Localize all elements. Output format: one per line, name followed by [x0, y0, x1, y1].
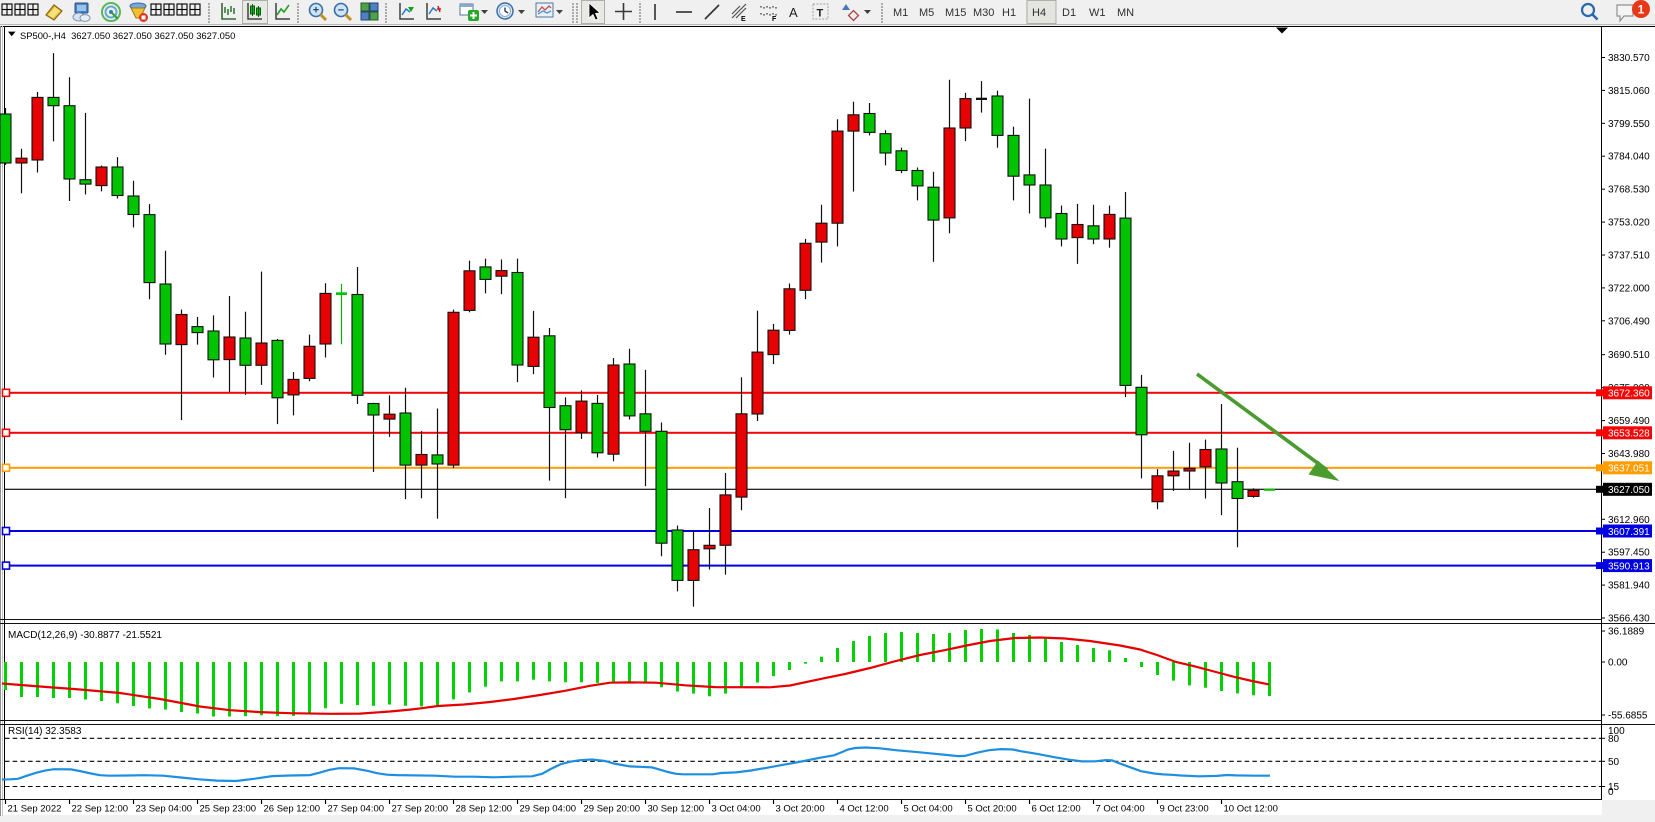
svg-text:29 Sep 04:00: 29 Sep 04:00	[520, 804, 577, 815]
svg-text:3737.510: 3737.510	[1608, 251, 1650, 262]
svg-text:3653.528: 3653.528	[1608, 429, 1650, 440]
svg-text:D1: D1	[1062, 7, 1076, 19]
svg-text:3637.051: 3637.051	[1608, 464, 1650, 475]
svg-text:A: A	[789, 5, 798, 20]
svg-text:6 Oct 12:00: 6 Oct 12:00	[1032, 804, 1081, 815]
svg-text:H1: H1	[1002, 7, 1016, 19]
svg-text:23 Sep 04:00: 23 Sep 04:00	[136, 804, 193, 815]
svg-text:28 Sep 12:00: 28 Sep 12:00	[456, 804, 513, 815]
svg-text:SP500-,H4 3627.050 3627.050 3: SP500-,H4 3627.050 3627.050 3627.050 362…	[20, 30, 235, 41]
svg-text:+: +	[313, 5, 319, 17]
svg-text:80: 80	[1608, 734, 1620, 745]
svg-text:22 Sep 12:00: 22 Sep 12:00	[72, 804, 129, 815]
svg-text:3 Oct 04:00: 3 Oct 04:00	[712, 804, 761, 815]
svg-text:3 Oct 20:00: 3 Oct 20:00	[776, 804, 825, 815]
svg-text:M30: M30	[973, 7, 994, 19]
svg-text:-55.6855: -55.6855	[1608, 711, 1648, 722]
svg-text:26 Sep 12:00: 26 Sep 12:00	[264, 804, 321, 815]
svg-text:3690.510: 3690.510	[1608, 350, 1650, 361]
svg-text:30 Sep 12:00: 30 Sep 12:00	[648, 804, 705, 815]
svg-text:3830.570: 3830.570	[1608, 53, 1650, 64]
svg-text:3597.450: 3597.450	[1608, 548, 1650, 559]
svg-text:3784.040: 3784.040	[1608, 152, 1650, 163]
svg-text:27 Sep 04:00: 27 Sep 04:00	[328, 804, 385, 815]
svg-text:E: E	[741, 16, 746, 23]
svg-text:RSI(14) 32.3583: RSI(14) 32.3583	[8, 726, 82, 737]
svg-text:−: −	[338, 5, 344, 17]
svg-text:7 Oct 04:00: 7 Oct 04:00	[1096, 804, 1145, 815]
svg-text:MN: MN	[1117, 7, 1134, 19]
svg-text:3753.020: 3753.020	[1608, 218, 1650, 229]
svg-text:25 Sep 23:00: 25 Sep 23:00	[200, 804, 257, 815]
svg-text:3627.050: 3627.050	[1608, 485, 1650, 496]
svg-text:3768.530: 3768.530	[1608, 185, 1650, 196]
svg-text:5 Oct 20:00: 5 Oct 20:00	[968, 804, 1017, 815]
svg-text:0: 0	[1608, 787, 1614, 798]
svg-text:3706.490: 3706.490	[1608, 316, 1650, 327]
svg-text:3799.550: 3799.550	[1608, 119, 1650, 130]
svg-text:3590.913: 3590.913	[1608, 561, 1650, 572]
svg-text:H4: H4	[1032, 7, 1046, 19]
svg-text:M5: M5	[919, 7, 934, 19]
svg-text:1: 1	[1638, 3, 1645, 17]
svg-text:MACD(12,26,9) -30.8877 -21.552: MACD(12,26,9) -30.8877 -21.5521	[8, 630, 162, 641]
svg-text:3722.000: 3722.000	[1608, 283, 1650, 294]
svg-text:5 Oct 04:00: 5 Oct 04:00	[904, 804, 953, 815]
svg-text:F: F	[772, 16, 777, 23]
svg-text:27 Sep 20:00: 27 Sep 20:00	[392, 804, 449, 815]
svg-text:100: 100	[1608, 726, 1625, 737]
svg-text:3581.940: 3581.940	[1608, 581, 1650, 592]
svg-text:M15: M15	[945, 7, 966, 19]
svg-text:3607.391: 3607.391	[1608, 527, 1650, 538]
svg-text:3566.430: 3566.430	[1608, 614, 1650, 625]
svg-text:15: 15	[1608, 782, 1620, 793]
svg-text:29 Sep 20:00: 29 Sep 20:00	[584, 804, 641, 815]
svg-text:3612.960: 3612.960	[1608, 515, 1650, 526]
svg-text:10 Oct 12:00: 10 Oct 12:00	[1224, 804, 1278, 815]
svg-text:M1: M1	[893, 7, 908, 19]
svg-text:36.1889: 36.1889	[1608, 627, 1645, 638]
svg-text:T: T	[817, 8, 824, 20]
svg-text:4 Oct 12:00: 4 Oct 12:00	[840, 804, 889, 815]
svg-text:50: 50	[1608, 757, 1620, 768]
svg-text:3659.490: 3659.490	[1608, 416, 1650, 427]
svg-text:9 Oct 23:00: 9 Oct 23:00	[1160, 804, 1209, 815]
svg-text:21 Sep 2022: 21 Sep 2022	[8, 804, 62, 815]
svg-text:W1: W1	[1089, 7, 1106, 19]
svg-text:0.00: 0.00	[1608, 658, 1628, 669]
svg-text:3643.980: 3643.980	[1608, 449, 1650, 460]
svg-text:3815.060: 3815.060	[1608, 86, 1650, 97]
svg-text:3672.360: 3672.360	[1608, 389, 1650, 400]
